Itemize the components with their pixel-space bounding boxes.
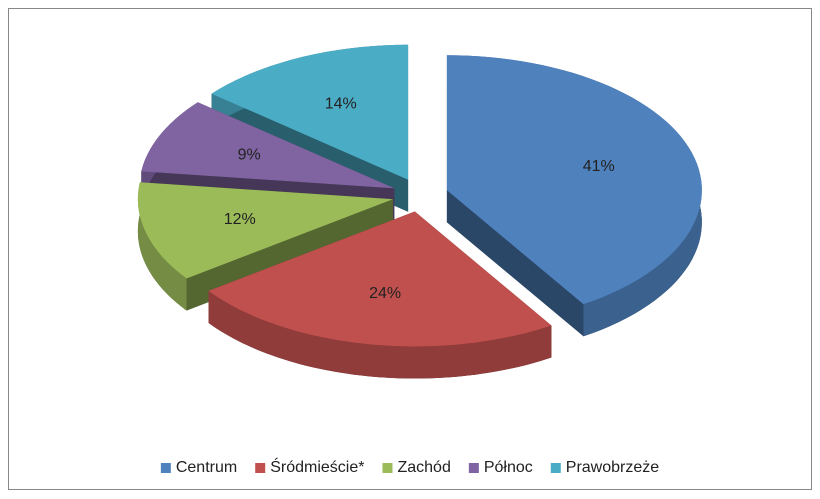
legend-label: Zachód	[397, 459, 450, 476]
legend-label: Północ	[484, 459, 533, 476]
data-label: 14%	[325, 95, 357, 112]
legend-swatch	[550, 463, 561, 473]
data-label: 41%	[583, 158, 615, 175]
data-label: 9%	[238, 146, 261, 163]
legend-label: Prawobrzeże	[566, 459, 659, 476]
slice	[211, 44, 409, 180]
slice-wall	[446, 190, 584, 337]
slice-rim	[208, 290, 552, 379]
slice	[137, 182, 393, 279]
data-label: 12%	[224, 211, 256, 228]
slice	[446, 55, 702, 305]
legend-swatch	[160, 463, 171, 473]
legend-label: Śródmieście*	[270, 457, 364, 476]
slice-rim	[137, 182, 187, 311]
slice	[208, 211, 552, 347]
legend-label: Centrum	[176, 459, 237, 476]
legend-swatch	[382, 463, 393, 473]
slice	[141, 102, 395, 189]
data-label: 24%	[369, 285, 401, 302]
legend-swatch	[468, 463, 479, 473]
legend-swatch	[255, 463, 266, 473]
legend: Centrum Śródmieście* Zachód Północ Prawobrze…	[160, 457, 659, 476]
